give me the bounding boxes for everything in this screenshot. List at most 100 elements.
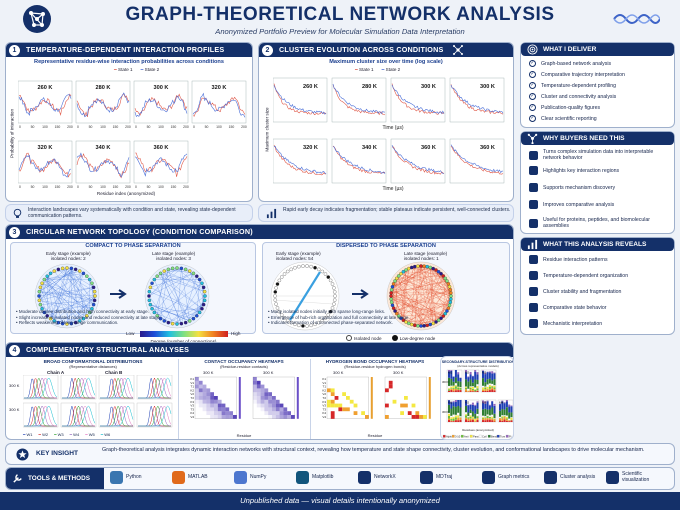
s4d-bar-segment xyxy=(459,419,462,422)
heatmap-row-label: T3 xyxy=(322,407,326,411)
s4a-series xyxy=(138,405,172,427)
s4d-bar-segment xyxy=(474,389,477,392)
heatmap-cell xyxy=(195,399,199,404)
network-node xyxy=(434,320,438,324)
network-edge xyxy=(393,283,442,319)
network-edge xyxy=(403,271,450,287)
colorbar-low: Low xyxy=(126,331,135,336)
heatmap-cell xyxy=(198,396,203,400)
s4d-bar-segment xyxy=(474,371,477,380)
network-node xyxy=(333,294,337,298)
s4d-bar-segment xyxy=(486,401,489,410)
bar-chart-icon xyxy=(527,239,538,250)
network-edge xyxy=(392,266,428,287)
s4d-bar-segment xyxy=(452,388,455,392)
network-node xyxy=(413,264,417,269)
s4d-bar-segment xyxy=(493,373,496,380)
s4d-row-label: 300 K xyxy=(442,410,449,414)
network-node xyxy=(147,294,151,298)
cluster-icon xyxy=(453,45,463,55)
s2-xlabel: Time (µs) xyxy=(382,125,403,131)
s1-series-1 xyxy=(19,93,72,116)
s4d-bar-segment xyxy=(488,390,491,392)
network-edge xyxy=(390,295,409,324)
s4d-bar-segment xyxy=(476,416,479,419)
heatmap-cell xyxy=(253,407,257,411)
s4d-bar-segment xyxy=(450,420,453,422)
s4d-bar-segment xyxy=(465,387,467,390)
network-node xyxy=(195,314,199,318)
heatmap-cell xyxy=(198,403,203,408)
heatmap-cell xyxy=(206,403,211,408)
tool-matlab: MATLAB xyxy=(172,471,228,484)
s4d-bar-segment xyxy=(476,408,479,414)
s4b-subtitle: (Residue-residue contacts) xyxy=(220,364,268,369)
heatmap-cell xyxy=(203,411,207,415)
heatmap-cell xyxy=(195,380,199,385)
section-2-note: Rapid early decay indicates fragmentatio… xyxy=(258,204,514,222)
s4d-bar-segment xyxy=(450,421,453,422)
s4d-bar-segment xyxy=(476,379,479,385)
s4b-map-2-label: 300 K xyxy=(263,370,274,375)
s1-panel-5: 320 K 0 50 100 150 200 xyxy=(18,140,73,189)
s1-legend-state1: State 1 xyxy=(118,67,133,72)
heatmap-cell xyxy=(202,388,207,393)
s4d-bar-segment xyxy=(474,404,477,406)
s1-series-2 xyxy=(192,92,246,118)
network-node xyxy=(390,303,395,308)
heatmap-cell xyxy=(330,403,335,408)
s4d-bar-segment xyxy=(491,389,494,392)
network-node xyxy=(277,309,282,314)
s4d-bar-segment xyxy=(503,419,506,422)
s4d-subplot: M2 xyxy=(463,369,480,393)
s4a-series xyxy=(24,406,58,427)
network-node xyxy=(42,310,47,315)
heatmap-cell xyxy=(327,399,331,404)
network-node xyxy=(332,302,336,306)
heatmap-cell xyxy=(206,392,211,396)
network-edge xyxy=(150,273,194,288)
heatmap-cell xyxy=(287,415,291,419)
network-node xyxy=(317,320,321,325)
s4d-panel: SECONDARY-STRUCTURE DISTRIBUTION (Across … xyxy=(440,356,514,440)
network-logo-icon xyxy=(23,5,51,33)
heatmap-cell xyxy=(214,407,218,412)
s4d-bar-segment xyxy=(488,388,491,391)
network-edge xyxy=(430,267,434,324)
network-node xyxy=(399,271,403,276)
tool-visualization: Scientific visualization xyxy=(606,471,662,484)
s1-xtick: 50 xyxy=(31,185,35,189)
s4d-bar-segment xyxy=(491,414,494,417)
heatmap-colorbar xyxy=(370,377,373,419)
tool-mdtraj: MDTraj xyxy=(420,471,476,484)
section-4-header: 4 COMPLEMENTARY STRUCTURAL ANALYSES xyxy=(6,343,513,357)
network-edge xyxy=(39,273,51,301)
network-node xyxy=(289,267,293,272)
s4d-bar-segment xyxy=(505,415,509,417)
network-node xyxy=(77,269,82,273)
s4d-panel-label: M2 xyxy=(465,401,469,405)
s4d-bar-segment xyxy=(476,402,479,409)
s4d-bar-segment xyxy=(482,389,484,392)
s4d-bar-segment xyxy=(457,387,460,390)
s2-xlabel: Time (µs) xyxy=(382,186,403,192)
s4d-bar-segment xyxy=(488,419,491,422)
network-node xyxy=(428,265,433,270)
network-node xyxy=(179,321,184,326)
s4d-bar-segment xyxy=(459,400,462,408)
heatmap-cell xyxy=(330,388,335,393)
network-node xyxy=(201,302,206,307)
s4d-bar-segment xyxy=(491,420,494,422)
network-edge xyxy=(393,308,442,319)
networkx-icon xyxy=(358,471,371,484)
network-edge xyxy=(160,273,190,322)
heatmap-row-label: V2 xyxy=(190,392,194,396)
s4d-bar-segment xyxy=(486,414,489,416)
heatmap-cell xyxy=(195,415,199,419)
s4a-legend-item: ━ W2 xyxy=(38,432,49,437)
s4c-xlabel: Residue xyxy=(367,433,383,438)
section-2-header: 2 CLUSTER EVOLUTION ACROSS CONDITIONS xyxy=(259,43,513,57)
s1-series-2 xyxy=(18,154,72,178)
buyers-item: Supports mechanism discovery xyxy=(529,183,669,192)
cluster-icon xyxy=(544,471,557,484)
